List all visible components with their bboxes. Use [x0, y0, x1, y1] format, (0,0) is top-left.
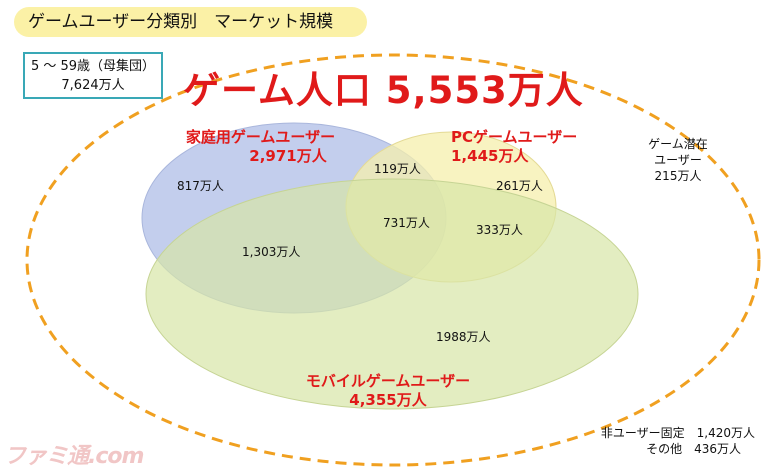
mobile-only-count: 1988万人 — [436, 330, 491, 344]
potential-users-label: ゲーム潜在 ユーザー 215万人 — [638, 136, 718, 184]
pc-users-name: PCゲームユーザー — [451, 128, 578, 146]
potential-users-count: 215万人 — [654, 169, 702, 183]
non-users-label: 非ユーザー固定 1,420万人 その他 436万人 — [572, 425, 755, 457]
potential-users-line1: ゲーム潜在 — [648, 137, 708, 151]
page-title: ゲームユーザー分類別 マーケット規模 — [14, 7, 367, 37]
population-box: 5 〜 59歳（母集団） 7,624万人 — [23, 52, 163, 99]
non-users-other: その他 436万人 — [646, 442, 741, 456]
game-population-headline: ゲーム人口 5,553万人 — [183, 69, 584, 112]
mobile-users-label: モバイルゲームユーザー 4,355万人 — [293, 372, 483, 410]
famitsu-watermark-logo: ファミ通.com — [4, 444, 144, 469]
pc-mobile-overlap-count: 333万人 — [476, 223, 523, 237]
pc-users-total: 1,445万人 — [451, 147, 529, 165]
console-only-count: 817万人 — [177, 179, 224, 193]
game-population-outline — [25, 53, 761, 467]
mobile-users-name: モバイルゲームユーザー — [305, 372, 471, 390]
console-pc-overlap-count: 119万人 — [374, 162, 421, 176]
console-users-label: 家庭用ゲームユーザー 2,971万人 — [178, 128, 343, 166]
all-three-overlap-count: 731万人 — [383, 216, 430, 230]
mobile-users-ellipse — [145, 178, 639, 410]
console-mobile-overlap-count: 1,303万人 — [242, 245, 301, 259]
non-users-fixed: 非ユーザー固定 1,420万人 — [600, 426, 755, 440]
mobile-users-total: 4,355万人 — [349, 391, 427, 409]
pc-users-label: PCゲームユーザー 1,445万人 — [451, 128, 577, 166]
potential-users-line2: ユーザー — [654, 153, 702, 167]
console-users-total: 2,971万人 — [249, 147, 327, 165]
pc-only-count: 261万人 — [496, 179, 543, 193]
console-users-name: 家庭用ゲームユーザー — [185, 128, 336, 146]
population-age-range: 5 〜 59歳（母集団） — [30, 59, 156, 74]
population-total: 7,624万人 — [61, 78, 125, 93]
